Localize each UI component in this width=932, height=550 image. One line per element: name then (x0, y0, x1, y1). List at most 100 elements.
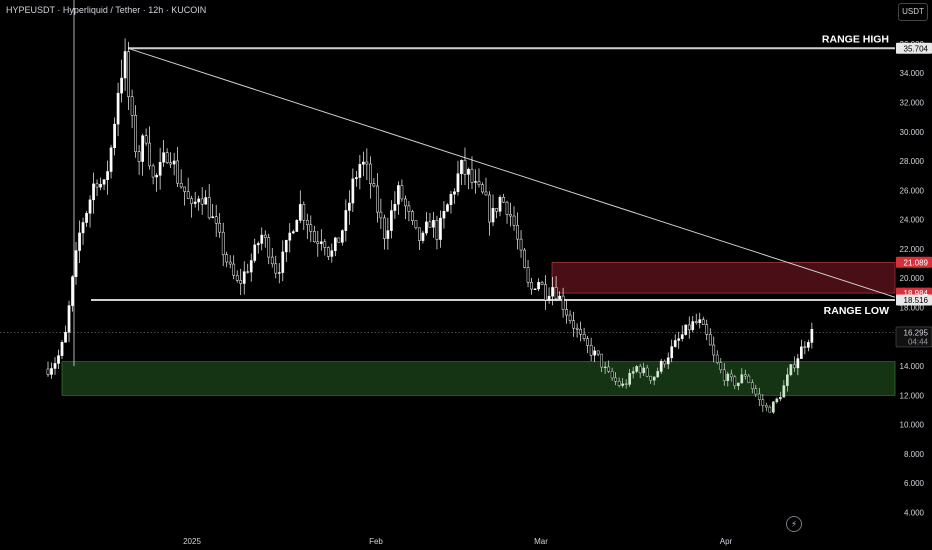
candle-body (148, 142, 151, 167)
candle-body (460, 159, 463, 174)
candle-body (358, 164, 362, 178)
candle-body (390, 210, 393, 231)
candle-body (190, 198, 194, 204)
candle-body (691, 321, 695, 331)
candle-body (628, 373, 632, 385)
candle-body (88, 199, 92, 214)
x-tick-label: Apr (720, 537, 733, 546)
candle-body (85, 213, 88, 223)
chart-annotations: RANGE HIGH RANGE LOW (822, 33, 889, 317)
candle-body (733, 376, 737, 387)
candle-body (698, 319, 702, 323)
candle-body (666, 357, 670, 365)
candle-body (64, 332, 67, 343)
candle-body (810, 329, 814, 343)
candle-body (193, 201, 197, 204)
candle-body (235, 275, 239, 281)
candle-body (347, 202, 351, 211)
candle-body (407, 205, 411, 212)
candle-body (519, 238, 523, 251)
candle-body (750, 382, 754, 389)
candle-body (526, 267, 530, 283)
candle-body (729, 373, 733, 378)
candle-body (200, 198, 204, 205)
candle-body (253, 244, 257, 261)
candle-body (130, 96, 134, 116)
candle-body (558, 295, 561, 300)
candle-body (551, 287, 554, 297)
candle-body (172, 160, 176, 165)
candle-body (491, 208, 495, 223)
x-tick-label: Mar (534, 537, 548, 546)
price-label-text: 18.516 (904, 296, 929, 305)
candle-body (144, 135, 148, 144)
candle-body (432, 219, 435, 228)
price-label-bg (896, 42, 932, 54)
candle-body (397, 185, 400, 205)
candle-body (109, 147, 113, 172)
candle-body (593, 350, 596, 356)
candle-body (754, 388, 758, 395)
candle-body (579, 329, 582, 335)
y-tick-label: 8.000 (904, 450, 925, 459)
candle-body (211, 216, 215, 219)
candle-body (418, 227, 421, 241)
candle-body (561, 295, 565, 310)
candle-body (246, 271, 250, 273)
y-tick-label: 26.000 (900, 186, 925, 195)
candle-body (715, 354, 719, 363)
candle-body (176, 160, 179, 184)
price-label-text: 18.984 (904, 289, 929, 298)
candle-body (151, 165, 155, 178)
y-tick-label: 6.000 (904, 479, 925, 488)
candle-body (540, 282, 544, 285)
candle-body (586, 338, 589, 346)
candle-body (232, 263, 236, 276)
candle-body (383, 217, 386, 239)
candle-body (505, 201, 509, 215)
candle-body (92, 183, 95, 201)
candle-body (78, 232, 81, 251)
candle-body (793, 364, 796, 369)
candle-body (572, 320, 575, 329)
currency-button[interactable]: USDT (898, 3, 928, 21)
candle-body (554, 287, 558, 300)
y-tick-label: 18.000 (900, 304, 925, 313)
candle-body (638, 366, 642, 374)
candle-body (242, 271, 246, 284)
price-label: 35.704 (896, 42, 932, 54)
candle-body (411, 211, 414, 221)
y-tick-label: 28.000 (900, 157, 925, 166)
candle-body (477, 181, 481, 185)
candle-body (498, 197, 502, 212)
range-high-label: RANGE HIGH (822, 33, 889, 45)
candle-body (393, 204, 397, 211)
candle-body (677, 338, 681, 341)
candle-body (512, 215, 516, 226)
candle-body (421, 232, 425, 241)
candle-body (782, 385, 786, 398)
candle-body (747, 375, 751, 383)
candle-body (807, 342, 810, 348)
candle-body (712, 344, 716, 356)
candle-body (449, 193, 453, 205)
candle-body (337, 237, 341, 243)
candle-body (509, 214, 512, 217)
candle-body (614, 377, 617, 382)
candle-body (708, 334, 712, 346)
lightning-icon[interactable]: ⚡ (786, 516, 802, 532)
candle-body (288, 232, 292, 241)
candle-body (803, 346, 807, 348)
price-label-bg (896, 294, 932, 306)
candle-body (137, 151, 141, 162)
candle-body (249, 260, 253, 273)
candle-body (652, 376, 656, 381)
candle-body (680, 334, 684, 339)
candle-body (67, 305, 71, 333)
candle-body (596, 350, 600, 355)
candle-body (376, 185, 379, 213)
candle-body (369, 163, 372, 184)
candle-body (736, 382, 740, 387)
